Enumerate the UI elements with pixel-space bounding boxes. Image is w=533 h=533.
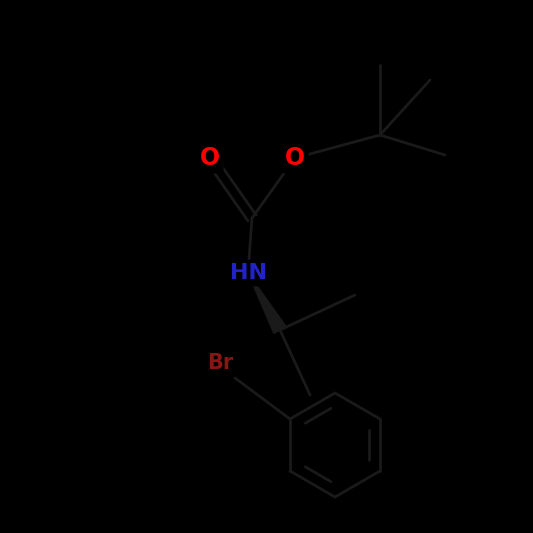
Text: Br: Br: [207, 353, 233, 373]
Text: HN: HN: [230, 263, 266, 283]
Text: O: O: [200, 146, 220, 170]
Text: O: O: [285, 146, 305, 170]
Polygon shape: [248, 273, 286, 334]
